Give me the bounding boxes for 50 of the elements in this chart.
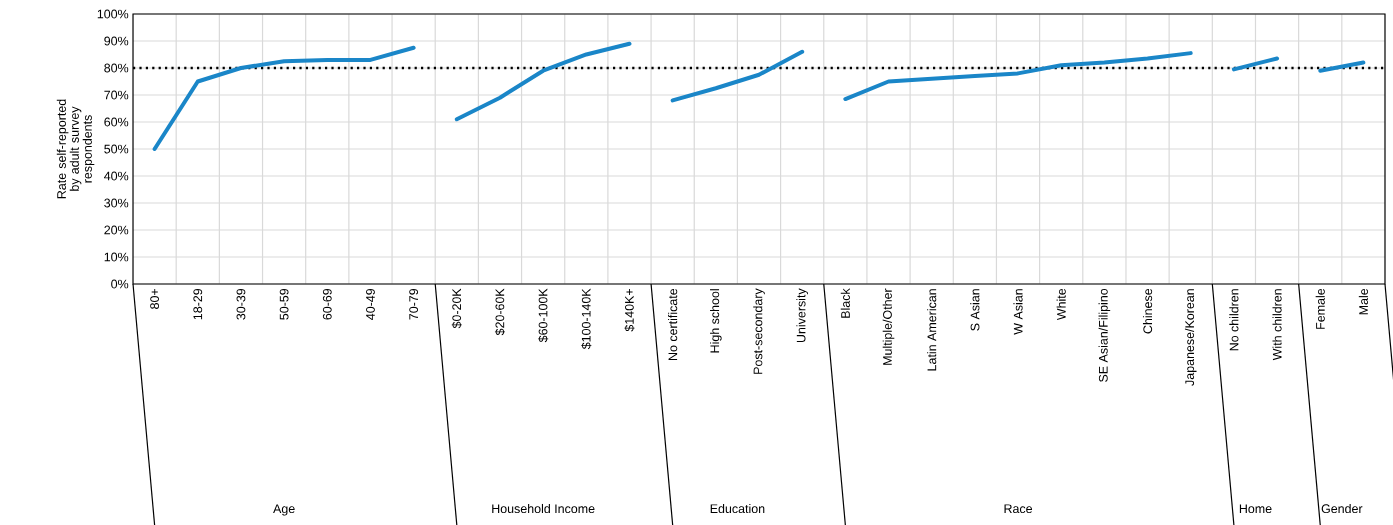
line-series [454, 41, 632, 122]
x-tick-label: White [1056, 288, 1066, 321]
x-tick-label: W Asian [1013, 289, 1023, 335]
y-tick-label: 50% [104, 144, 129, 154]
x-tick-label: Chinese [1142, 288, 1153, 334]
text: Gender [1321, 503, 1363, 514]
text: Home [1239, 504, 1272, 514]
x-tick-label: Female [1315, 288, 1325, 329]
y-tick-label: 0% [111, 279, 129, 289]
y-axis-title: Rate self-reported by adult survey respondents [56, 99, 95, 199]
x-tick-label: Japanese/Korean [1184, 289, 1197, 386]
text: Household Income [492, 503, 595, 514]
x-tick-label: With children [1272, 289, 1282, 361]
y-tick-label: 30% [104, 198, 129, 208]
x-tick-label: 50-59 [279, 288, 289, 320]
x-tick-label: 18-29 [193, 288, 203, 320]
x-tick-label: SE Asian/Filipino [1098, 288, 1111, 382]
y-tick-label: 90% [104, 36, 129, 46]
x-tick-label: No children [1229, 289, 1239, 351]
y-tick-label: 60% [104, 117, 129, 127]
y-tick-label: 40% [104, 171, 129, 181]
x-tick-label: 30-39 [236, 288, 246, 320]
x-tick-label: 60-69 [322, 288, 332, 320]
x-tick-label: S Asian [970, 289, 980, 331]
x-tick-label: 80+ [150, 288, 160, 309]
x-tick-label: No certificate [668, 288, 678, 360]
text: Education [710, 503, 765, 514]
y-tick-label: 10% [104, 252, 129, 262]
x-tick-label: Latin American [927, 289, 937, 371]
x-tick-label: Male [1358, 288, 1368, 315]
y-tick-label: 70% [104, 90, 129, 100]
x-tick-label: $20-60K [494, 288, 506, 336]
x-tick-label: $100-140K [581, 288, 592, 350]
x-tick-label: $0-20K [451, 288, 462, 329]
x-tick-label: 40-49 [366, 288, 375, 320]
x-tick-label: Post-secondary [753, 288, 765, 374]
y-tick-label: 100% [97, 9, 129, 19]
x-tick-label: Black [840, 288, 850, 318]
x-tick-label: University [796, 288, 808, 343]
x-tick-label: Multiple/Other [882, 288, 895, 365]
y-tick-label: 80% [104, 63, 129, 73]
x-tick-label: High school [710, 289, 722, 353]
x-tick-label: $140K+ [624, 288, 635, 332]
x-tick-label: 70-79 [409, 288, 419, 320]
line-series [670, 49, 805, 103]
x-tick-label: $60-100K [538, 288, 549, 343]
line-series [152, 45, 416, 151]
text: Age [273, 504, 295, 516]
text: Race [1004, 504, 1033, 514]
y-tick-label: 20% [104, 225, 129, 235]
